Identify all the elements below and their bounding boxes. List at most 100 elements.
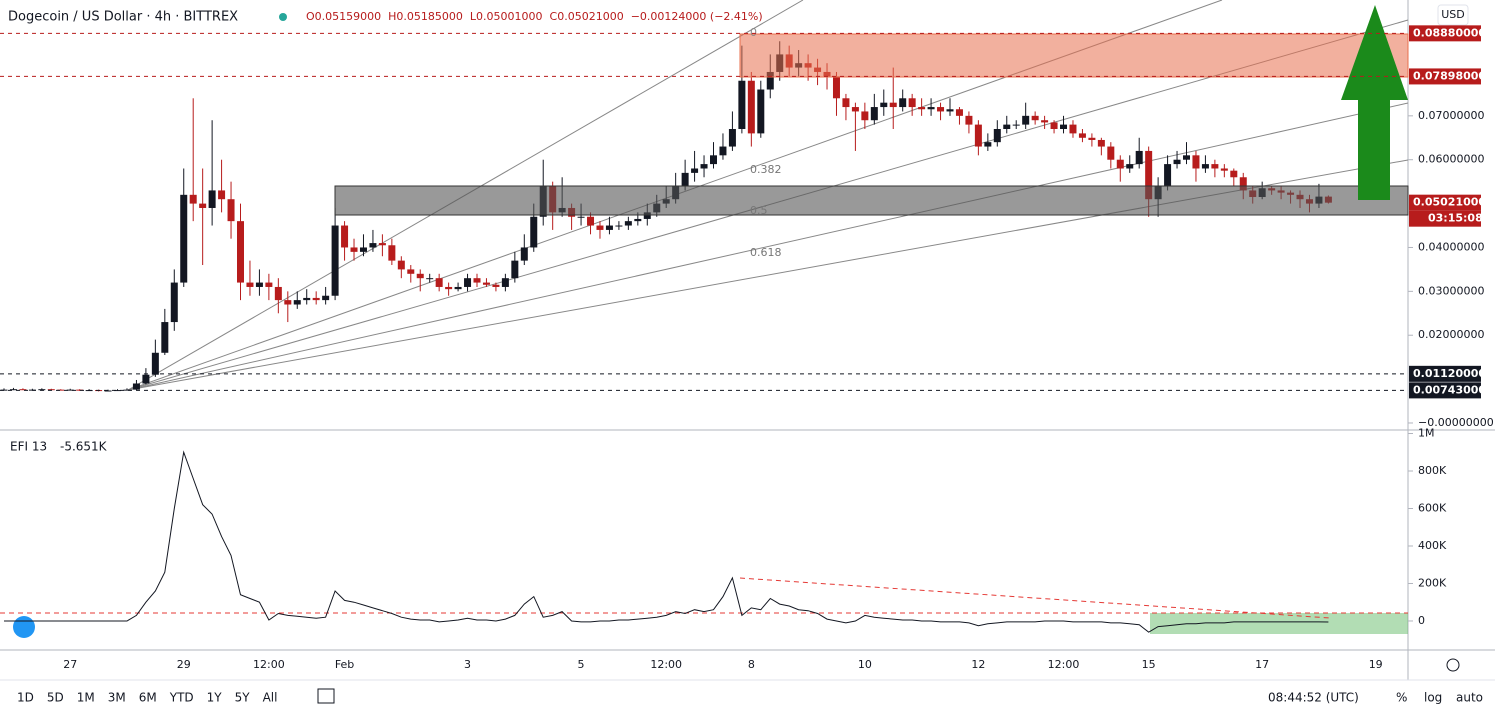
symbol-title: Dogecoin / US Dollar · 4h · BITTREX — [8, 10, 238, 25]
efi-divergence-line — [739, 577, 1331, 619]
candle-body — [918, 107, 926, 110]
fib-label: 0 — [750, 26, 757, 39]
candle-body — [255, 282, 263, 287]
candle-body — [199, 203, 207, 208]
range-button[interactable]: 5Y — [235, 691, 251, 705]
candle-body — [965, 115, 973, 125]
price-marker-label: 0.01120000 — [1413, 367, 1486, 380]
candle-body — [1031, 115, 1039, 121]
candle-body — [530, 216, 538, 248]
candle-body — [605, 225, 613, 230]
candle-body — [719, 146, 727, 156]
candle-body — [1097, 139, 1105, 147]
range-button[interactable]: YTD — [169, 691, 194, 705]
x-tick-label: 29 — [177, 658, 191, 671]
candle-body — [1135, 150, 1143, 165]
range-button[interactable]: All — [263, 691, 278, 705]
candle-body — [842, 98, 850, 108]
range-button[interactable]: 1D — [17, 691, 34, 705]
efi-line — [4, 450, 1329, 633]
ohlc-value: C0.05021000 — [550, 10, 624, 23]
candle-body — [596, 225, 604, 230]
currency-box[interactable] — [1437, 4, 1469, 26]
scale-option[interactable]: % — [1396, 691, 1407, 705]
candle-body — [151, 352, 159, 375]
x-tick-label: 17 — [1255, 658, 1269, 671]
candle-body — [927, 107, 935, 110]
price-marker-label: 0.05021000 — [1413, 196, 1486, 209]
candle-body — [700, 164, 708, 169]
candle-body — [123, 389, 131, 391]
settings-icon[interactable] — [1446, 658, 1460, 672]
y-tick-label: 0.04000000 — [1418, 240, 1484, 253]
date-range-icon[interactable] — [317, 688, 335, 704]
candle-body — [426, 278, 434, 280]
y-tick-label: 0.02000000 — [1418, 328, 1484, 341]
candle-body — [899, 98, 907, 108]
candle-body — [681, 172, 689, 187]
candle-body — [180, 194, 188, 283]
candle-body — [161, 322, 169, 353]
candle-body — [1069, 124, 1077, 134]
range-button[interactable]: 1Y — [207, 691, 223, 705]
x-tick-label: 12:00 — [253, 658, 285, 671]
candle-body — [76, 389, 84, 391]
toolbar: 1D 5D 1M 3M 6M YTD 1Y 5Y All 08:44:52 (UTC)% log au… — [17, 691, 1483, 705]
candle-body — [284, 300, 292, 305]
candle-body — [407, 269, 415, 274]
candle-body — [482, 282, 490, 285]
x-tick-label: 8 — [748, 658, 755, 671]
candle-body — [1211, 164, 1219, 169]
range-button[interactable]: 5D — [47, 691, 64, 705]
candle-body — [265, 282, 273, 287]
candle-body — [47, 389, 55, 391]
candle-body — [1164, 164, 1172, 187]
candle-body — [378, 243, 386, 246]
price-marker — [1409, 68, 1481, 85]
price-marker-label: 0.00743000 — [1413, 383, 1486, 396]
candle-body — [832, 76, 840, 99]
ohlc-value: O0.05159000 — [306, 10, 381, 23]
x-tick-label: 3 — [464, 658, 471, 671]
candle-body — [577, 216, 585, 218]
candle-body — [1078, 133, 1086, 138]
candle-body — [492, 284, 500, 287]
candle-body — [520, 247, 528, 261]
candle-body — [1201, 164, 1209, 169]
candle-body — [634, 218, 642, 222]
range-button[interactable]: 6M — [139, 691, 157, 705]
logo[interactable] — [13, 616, 35, 638]
fib-label: 0.5 — [750, 204, 768, 217]
range-button[interactable]: 3M — [108, 691, 126, 705]
candle-body — [624, 221, 632, 226]
y-tick-label: 0 — [1418, 614, 1425, 627]
candle-body — [132, 383, 140, 390]
candle-body — [388, 245, 396, 261]
candle-body — [9, 389, 17, 391]
fib-label: 0.618 — [750, 246, 782, 259]
x-tick-label: Feb — [335, 658, 354, 671]
x-tick-label: 5 — [578, 658, 585, 671]
candle-body — [1041, 120, 1049, 123]
candle-body — [1116, 159, 1124, 169]
candle-body — [1126, 164, 1134, 169]
candle-body — [1012, 124, 1020, 126]
range-button[interactable]: 1M — [77, 691, 95, 705]
y-tick-label: 0.07000000 — [1418, 109, 1484, 122]
candle-body — [984, 142, 992, 147]
candle-body — [728, 129, 736, 147]
scale-option[interactable]: auto — [1456, 691, 1483, 705]
candle-body — [1145, 150, 1153, 200]
x-tick-label: 12:00 — [1048, 658, 1080, 671]
candle-body — [38, 389, 46, 391]
candle-body — [766, 71, 774, 90]
scale-option[interactable]: log — [1424, 691, 1442, 705]
candle-body — [1220, 168, 1228, 171]
fib-label: 0.382 — [750, 163, 782, 176]
candle-body — [757, 89, 765, 134]
candle-body — [747, 80, 755, 134]
candle-body — [57, 389, 65, 391]
candle-body — [908, 98, 916, 108]
candle-body — [710, 155, 717, 165]
support-zone — [334, 185, 1409, 216]
